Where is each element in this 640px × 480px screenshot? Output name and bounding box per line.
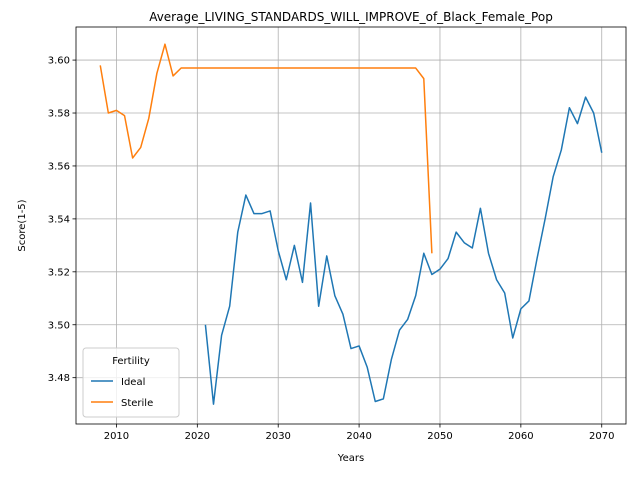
series-line-sterile [99, 43, 433, 254]
plot-frame [75, 26, 627, 425]
legend-title: Fertility [112, 356, 150, 367]
y-tick-label: 3.60 [48, 56, 70, 67]
x-tick-label: 2050 [427, 431, 452, 442]
y-tick-label: 3.52 [48, 267, 70, 278]
y-tick-label: 3.56 [48, 161, 70, 172]
y-tick-label: 3.54 [48, 214, 70, 225]
x-tick-label: 2070 [589, 431, 614, 442]
x-axis: 2010 2020 2030 2040 2050 2060 2070 [104, 424, 614, 442]
x-tick-label: 2020 [185, 431, 210, 442]
y-tick-label: 3.48 [48, 373, 70, 384]
y-tick-label: 3.58 [48, 109, 70, 120]
y-tick-label: 3.50 [48, 320, 70, 331]
y-axis-label: Score(1-5) [17, 199, 28, 251]
legend-label-ideal: Ideal [121, 377, 145, 388]
x-tick-label: 2030 [265, 431, 290, 442]
x-tick-label: 2010 [104, 431, 129, 442]
x-tick-label: 2060 [508, 431, 533, 442]
y-axis: 3.48 3.50 3.52 3.54 3.56 3.58 3.60 [48, 56, 76, 384]
x-axis-label: Years [337, 453, 364, 464]
legend: Fertility Ideal Sterile [82, 347, 180, 418]
legend-box [82, 347, 180, 418]
x-tick-label: 2040 [346, 431, 371, 442]
legend-label-sterile: Sterile [121, 398, 153, 409]
chart-title: Average_LIVING_STANDARDS_WILL_IMPROVE_of… [149, 10, 553, 24]
series-lines [99, 43, 603, 405]
series-line-ideal [204, 96, 603, 405]
